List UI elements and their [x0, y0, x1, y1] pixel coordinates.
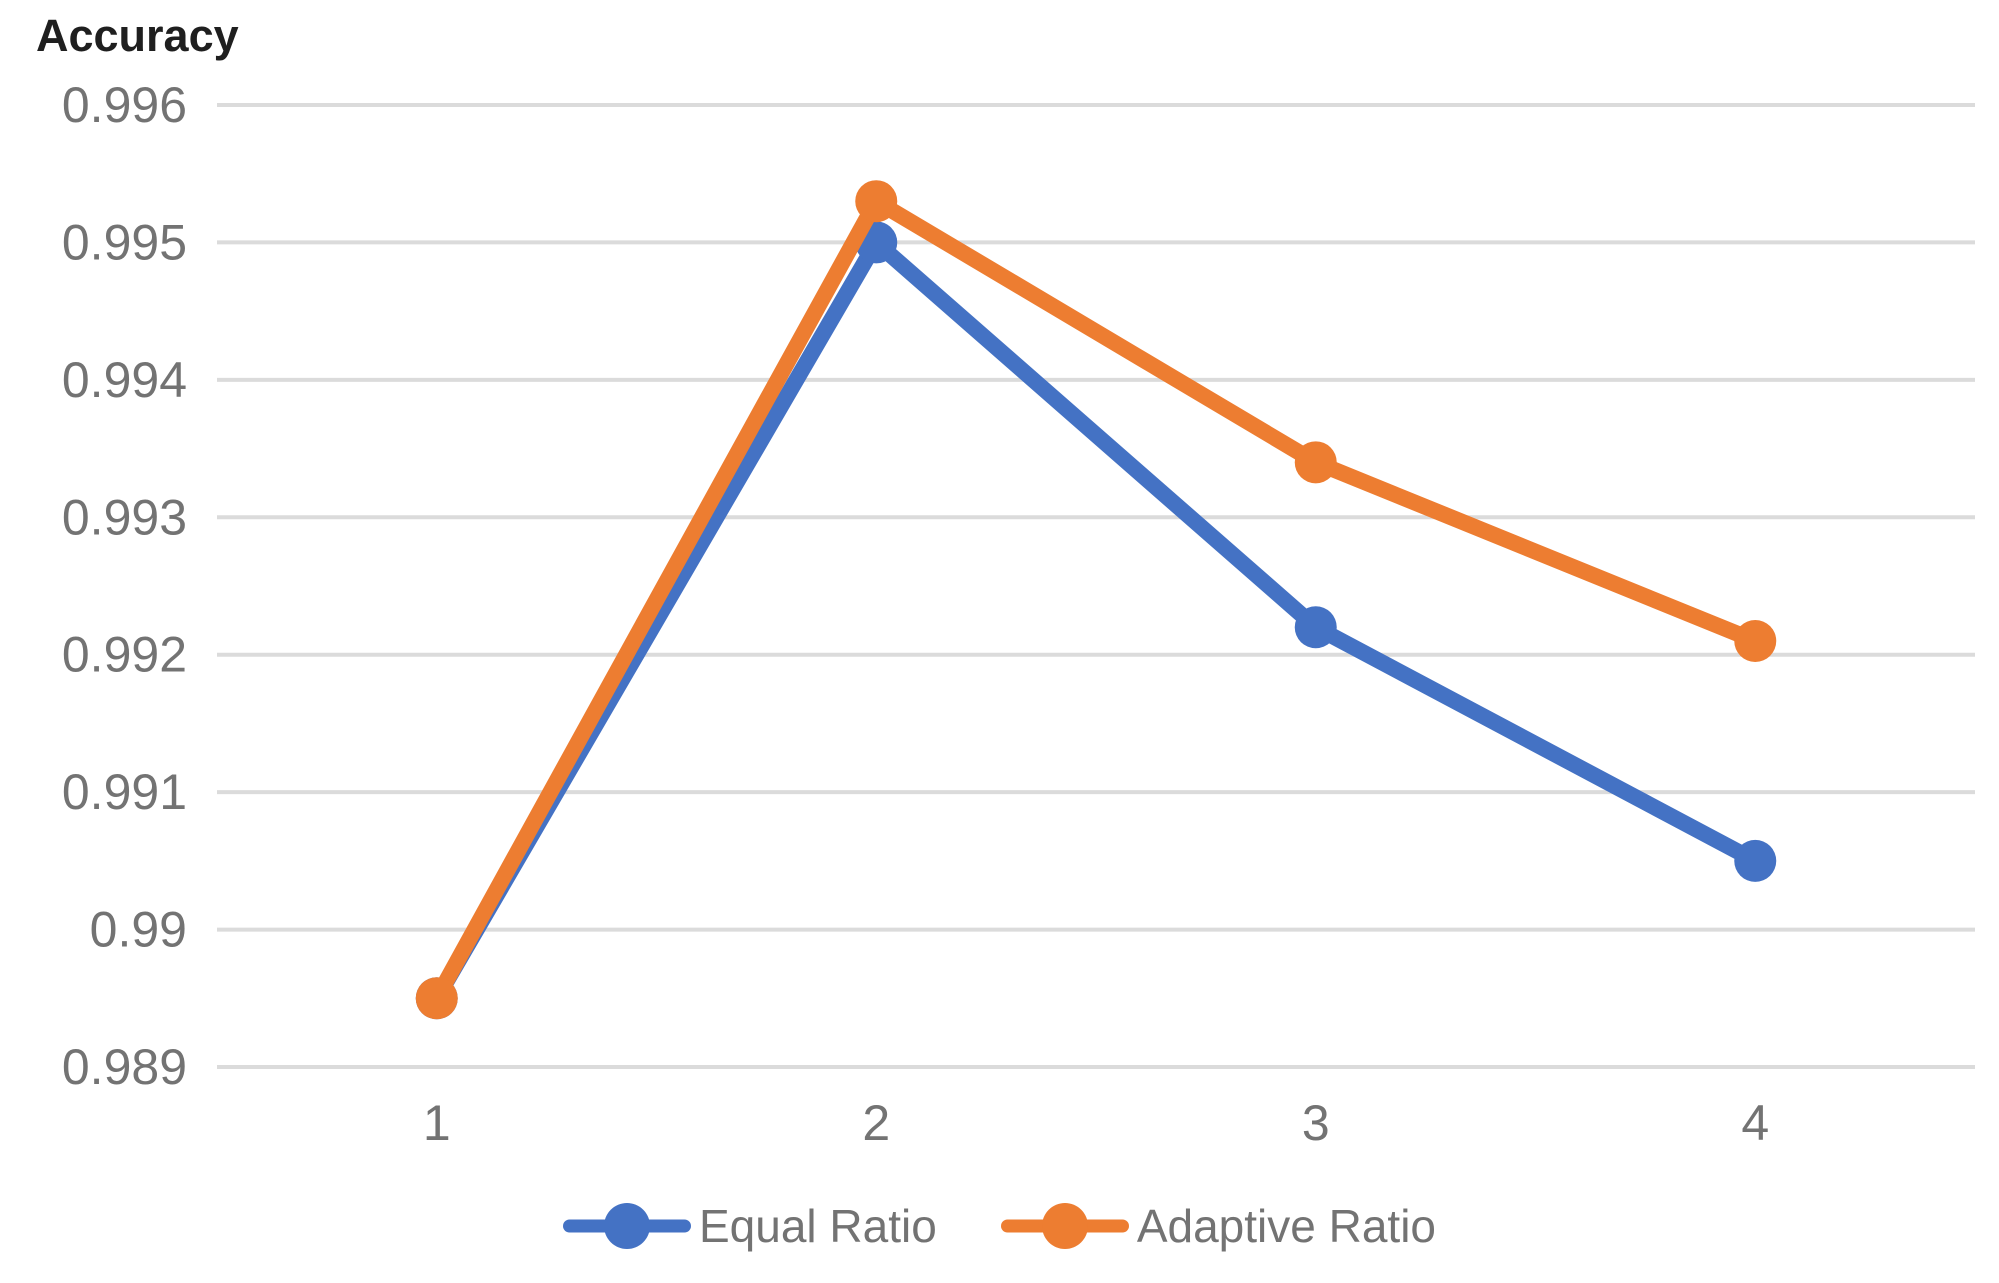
series-line-equal-ratio: [428, 234, 1764, 1007]
y-tick-label: 0.989: [62, 1039, 187, 1095]
data-point-marker: [1734, 619, 1777, 662]
legend: Equal Ratio Adaptive Ratio: [0, 1200, 1999, 1252]
y-tick-label: 0.996: [62, 77, 187, 133]
y-tick-label: 0.99: [90, 902, 187, 958]
x-tick-label: 1: [423, 1095, 451, 1151]
legend-marker-adaptive-ratio: [1000, 1200, 1129, 1252]
y-tick-label: 0.991: [62, 764, 187, 820]
legend-item-equal-ratio: Equal Ratio: [562, 1200, 937, 1252]
y-tick-label: 0.992: [62, 627, 187, 683]
legend-label-equal-ratio: Equal Ratio: [698, 1200, 937, 1252]
x-tick-label: 4: [1741, 1095, 1769, 1151]
data-point-marker: [855, 180, 898, 223]
y-axis-title: Accuracy: [36, 10, 239, 61]
legend-dot-icon: [603, 1203, 650, 1249]
data-point-marker: [1294, 441, 1337, 484]
y-tick-label: 0.994: [62, 352, 187, 408]
data-point-marker: [1294, 606, 1337, 649]
x-tick-label: 3: [1302, 1095, 1330, 1151]
data-point-marker: [1734, 839, 1777, 882]
y-tick-label: 0.993: [62, 489, 187, 545]
data-point-marker: [415, 977, 458, 1020]
legend-item-adaptive-ratio: Adaptive Ratio: [1000, 1200, 1436, 1252]
x-tick-label: 2: [862, 1095, 890, 1151]
legend-marker-equal-ratio: [562, 1200, 691, 1252]
series-line-adaptive-ratio: [428, 193, 1764, 1007]
legend-label-adaptive-ratio: Adaptive Ratio: [1136, 1200, 1436, 1252]
legend-dot-icon: [1041, 1203, 1088, 1249]
y-tick-label: 0.995: [62, 214, 187, 270]
